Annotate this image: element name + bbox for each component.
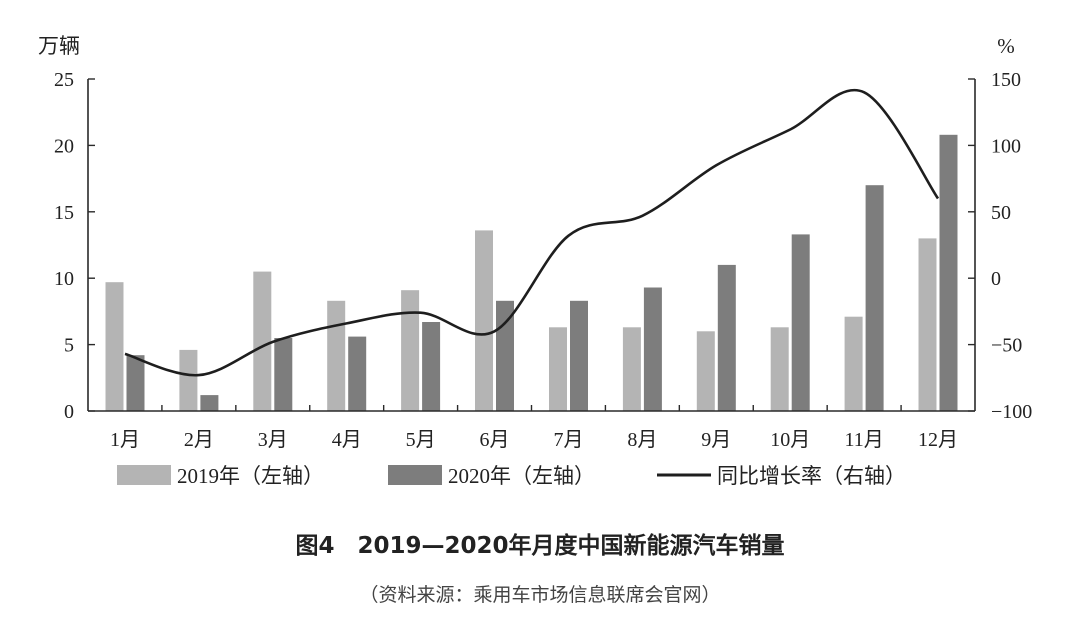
bar-2019-12 [918, 238, 937, 411]
bar-2020-4 [348, 336, 367, 411]
left-tick-label: 10 [54, 268, 74, 290]
plot-area: 0 5 10 15 20 25 −100 −50 0 50 100 150 1月 2月 3月 4月 5月 6月 7月… [54, 69, 1032, 451]
bar-2019-3 [253, 271, 272, 411]
left-tick-label: 5 [64, 335, 74, 357]
bar-2020-2 [200, 395, 219, 411]
bar-2019-2 [179, 349, 198, 411]
x-tick-label: 11月 [844, 429, 883, 451]
bar-2020-12 [939, 134, 958, 412]
left-tick-label: 15 [54, 202, 74, 224]
bar-2019-5 [401, 290, 420, 411]
right-tick-label: 0 [991, 268, 1001, 290]
bar-2019-4 [327, 300, 346, 411]
right-tick-label: −50 [991, 335, 1022, 357]
right-axis-unit-label: % [997, 34, 1015, 58]
right-tick-label: 150 [991, 69, 1021, 91]
x-tick-label: 2月 [184, 429, 214, 451]
legend-label-3: 同比增长率（右轴） [717, 464, 906, 488]
bar-2020-11 [865, 185, 884, 411]
x-tick-label: 1月 [110, 429, 140, 451]
bar-2020-8 [643, 287, 662, 411]
bar-2020-7 [570, 300, 588, 411]
bar-2019-9 [696, 331, 715, 411]
bar-2020-1 [126, 355, 145, 411]
x-tick-label: 12月 [918, 429, 958, 451]
bar-2020-5 [422, 322, 441, 411]
legend: 2019年（左轴） 2020年（左轴） 同比增长率（右轴） [117, 464, 906, 488]
growth-rate-line [124, 88, 940, 377]
legend-label-2: 2020年（左轴） [448, 464, 595, 488]
bar-2019-1 [105, 282, 124, 411]
right-tick-label: 100 [991, 135, 1021, 157]
bar-2020-10 [791, 234, 810, 411]
bar-2020-9 [717, 264, 736, 411]
x-tick-label: 3月 [258, 429, 288, 451]
legend-label-1: 2019年（左轴） [177, 464, 324, 488]
bar-2019-6 [475, 230, 493, 411]
right-tick-label: 50 [991, 202, 1011, 224]
right-tick-label: −100 [991, 401, 1032, 423]
bar-2020-3 [274, 338, 293, 411]
legend-swatch-2 [388, 465, 442, 485]
x-tick-label: 5月 [406, 429, 436, 451]
left-axis-unit-label: 万辆 [38, 34, 80, 58]
left-tick-label: 25 [54, 69, 74, 91]
x-tick-label: 10月 [770, 429, 810, 451]
left-tick-label: 20 [54, 135, 74, 157]
x-tick-label: 7月 [553, 429, 583, 451]
bar-2019-8 [622, 327, 641, 411]
legend-swatch-1 [117, 465, 171, 485]
source-note: （资料来源：乘用车市场信息联席会官网） [359, 584, 720, 606]
x-tick-label: 4月 [332, 429, 362, 451]
bar-2019-7 [549, 327, 567, 411]
x-tick-label: 8月 [627, 429, 657, 451]
x-tick-label: 6月 [480, 429, 510, 451]
x-tick-label: 9月 [701, 429, 731, 451]
chart-title: 图4 2019—2020年月度中国新能源汽车销量 [295, 532, 784, 559]
bar-2019-10 [770, 327, 789, 411]
left-tick-label: 0 [64, 401, 74, 423]
bar-2019-11 [844, 316, 863, 411]
